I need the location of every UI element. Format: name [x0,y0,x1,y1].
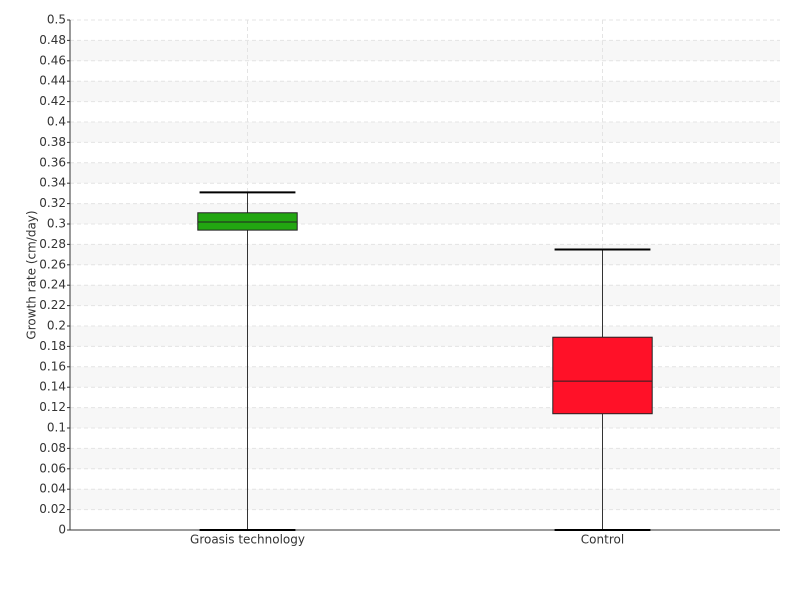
y-tick-label: 0.36 [39,155,66,169]
y-tick-label: 0 [58,523,66,537]
box [552,336,653,415]
grid-band [70,407,780,428]
y-tick-label: 0.3 [47,217,66,231]
y-tick-label: 0.22 [39,298,66,312]
grid-band [70,244,780,265]
y-tick-label: 0.08 [39,441,66,455]
y-tick-label: 0.44 [39,74,66,88]
y-axis-title: Growth rate (cm/day) [25,210,39,339]
y-tick-label: 0.4 [47,115,66,129]
y-tick-label: 0.38 [39,135,66,149]
grid-band [70,448,780,469]
y-tick-label: 0.5 [47,13,66,27]
grid-band [70,489,780,510]
y-tick-label: 0.02 [39,502,66,516]
y-tick-label: 0.24 [39,278,66,292]
x-tick-label: Groasis technology [190,533,305,547]
y-tick-label: 0.06 [39,461,66,475]
y-tick-label: 0.18 [39,339,66,353]
grid-band [70,162,780,184]
y-tick-label: 0.28 [39,237,66,251]
grid-band [70,285,780,306]
grid-band [70,326,780,347]
y-tick-label: 0.04 [39,482,66,496]
grid-band [70,203,780,224]
box [197,212,298,231]
grid-band [70,366,780,388]
y-tick-label: 0.46 [39,53,66,67]
grid-band [70,122,780,143]
y-tick-label: 0.34 [39,176,66,190]
y-tick-label: 0.42 [39,94,66,108]
y-tick-label: 0.12 [39,400,66,414]
y-tick-label: 0.26 [39,257,66,271]
y-tick-label: 0.2 [47,319,66,333]
y-tick-label: 0.14 [39,380,66,394]
y-tick-label: 0.16 [39,359,66,373]
y-tick-label: 0.1 [47,421,66,435]
y-tick-label: 0.32 [39,196,66,210]
grid-band [70,40,780,61]
y-tick-label: 0.48 [39,33,66,47]
x-tick-label: Control [581,533,624,547]
grid-band [70,81,780,102]
